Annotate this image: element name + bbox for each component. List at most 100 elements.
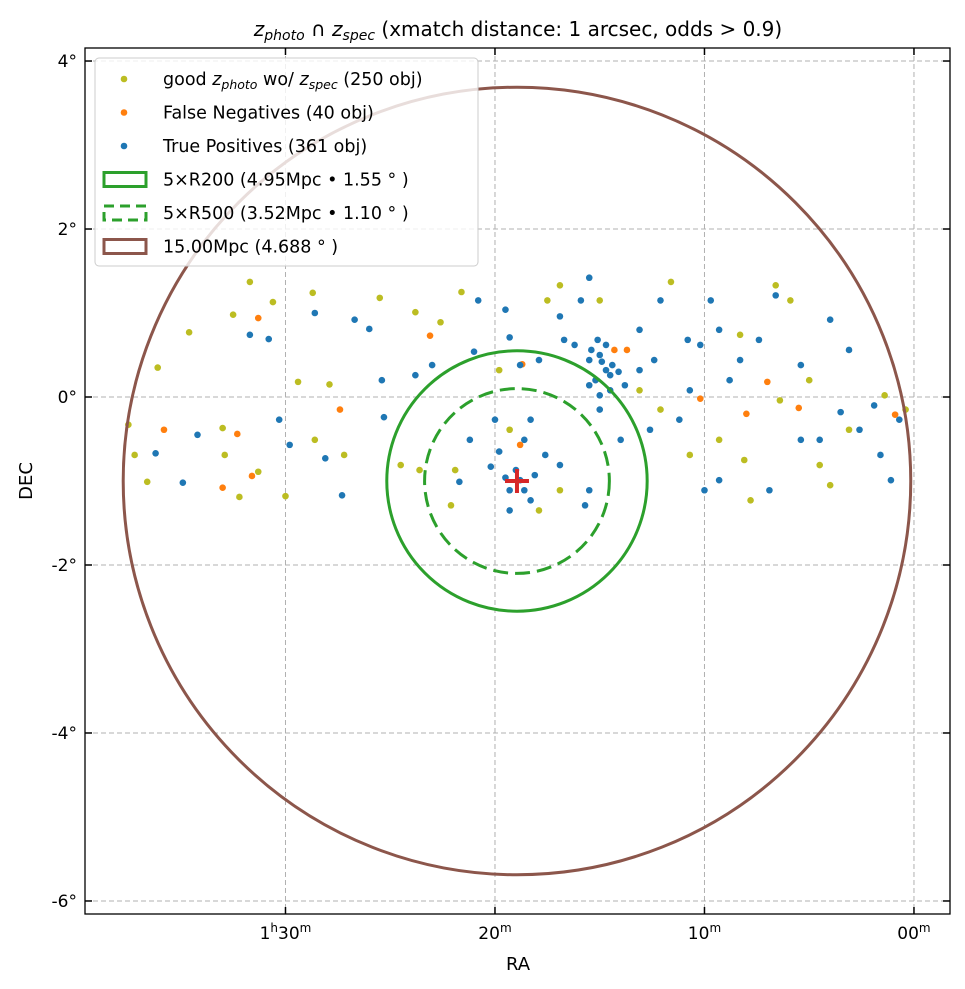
data-point	[246, 278, 254, 286]
data-point	[376, 294, 384, 302]
data-point	[588, 346, 595, 354]
data-point	[772, 292, 780, 299]
data-point	[736, 356, 744, 364]
data-point	[351, 316, 358, 324]
data-point	[326, 381, 333, 388]
data-point	[474, 297, 482, 304]
data-point	[657, 406, 664, 413]
data-point	[154, 364, 161, 371]
data-point	[248, 472, 256, 480]
data-point	[516, 361, 524, 369]
legend-marker	[120, 75, 128, 83]
data-point	[701, 486, 708, 494]
legend-label: 5×R500 (3.52Mpc • 1.10 ° )	[163, 204, 409, 224]
data-point	[380, 413, 388, 421]
data-point	[451, 466, 459, 474]
data-point	[696, 395, 704, 402]
data-point	[194, 431, 201, 439]
data-point	[686, 451, 694, 459]
data-point	[286, 441, 293, 449]
data-point	[254, 314, 262, 322]
data-point	[837, 408, 844, 416]
legend-label: False Negatives (40 obj)	[163, 104, 374, 124]
data-point	[596, 392, 604, 399]
data-point	[585, 381, 593, 389]
data-point	[321, 455, 329, 462]
data-point	[621, 381, 629, 389]
data-point	[236, 493, 243, 501]
data-point	[596, 351, 604, 359]
data-point	[254, 468, 262, 476]
data-point	[896, 416, 903, 423]
data-point	[311, 309, 319, 317]
data-point	[437, 318, 444, 326]
data-point	[891, 411, 899, 418]
data-point	[544, 297, 551, 304]
data-point	[715, 476, 723, 484]
data-point	[805, 376, 813, 384]
data-point	[556, 281, 564, 289]
data-point	[556, 486, 564, 494]
data-point	[487, 463, 495, 471]
data-point	[615, 368, 622, 376]
data-point	[560, 336, 568, 344]
data-point	[152, 449, 159, 457]
data-point	[275, 416, 283, 423]
data-point	[502, 306, 509, 313]
data-point	[608, 361, 616, 369]
data-point	[506, 426, 513, 434]
data-point	[856, 426, 863, 434]
data-point	[740, 456, 748, 464]
data-point	[531, 471, 539, 479]
data-point	[636, 386, 643, 394]
data-point	[598, 358, 606, 366]
data-point	[816, 436, 823, 444]
x-axis-label: RA	[506, 954, 531, 975]
data-point	[521, 486, 528, 494]
chart-title: zphoto ∩ zspec (xmatch distance: 1 arcse…	[253, 17, 782, 44]
data-point	[269, 298, 277, 306]
data-point	[596, 297, 604, 304]
ticks: 1h30m 20m 10m 00m 4° 2° 0° -2° -4° -6°	[52, 48, 950, 944]
y-tick-label: 4°	[58, 52, 77, 72]
series-true-positives	[152, 274, 903, 514]
data-point	[506, 507, 513, 514]
data-point	[246, 331, 254, 339]
data-point	[521, 436, 528, 444]
data-point	[466, 436, 474, 444]
data-point	[456, 478, 463, 486]
data-point	[650, 356, 658, 364]
data-point	[826, 316, 834, 324]
data-point	[585, 486, 593, 494]
data-point	[696, 341, 704, 349]
y-tick-label: -2°	[52, 556, 77, 576]
legend-patch	[102, 238, 148, 255]
data-point	[378, 376, 386, 384]
data-point	[787, 297, 794, 304]
data-point	[338, 491, 346, 499]
x-tick-label: 10m	[688, 921, 721, 944]
data-point	[602, 366, 610, 374]
data-point	[755, 336, 763, 344]
data-point	[131, 451, 138, 459]
data-point	[577, 297, 585, 304]
data-point	[623, 346, 631, 354]
data-point	[219, 484, 226, 492]
data-point	[594, 336, 601, 344]
data-point	[826, 481, 834, 489]
data-point	[185, 329, 193, 336]
data-point	[743, 410, 750, 418]
data-point	[676, 416, 683, 423]
data-point	[282, 492, 289, 500]
data-point	[527, 497, 534, 504]
data-point	[795, 404, 803, 412]
data-point	[265, 335, 273, 343]
data-point	[707, 297, 715, 304]
data-point	[556, 461, 564, 469]
data-point	[870, 402, 878, 409]
data-point	[611, 346, 618, 354]
data-point	[365, 325, 373, 333]
x-tick-label: 1h30m	[260, 921, 312, 944]
data-point	[535, 356, 543, 364]
data-point	[686, 386, 694, 394]
